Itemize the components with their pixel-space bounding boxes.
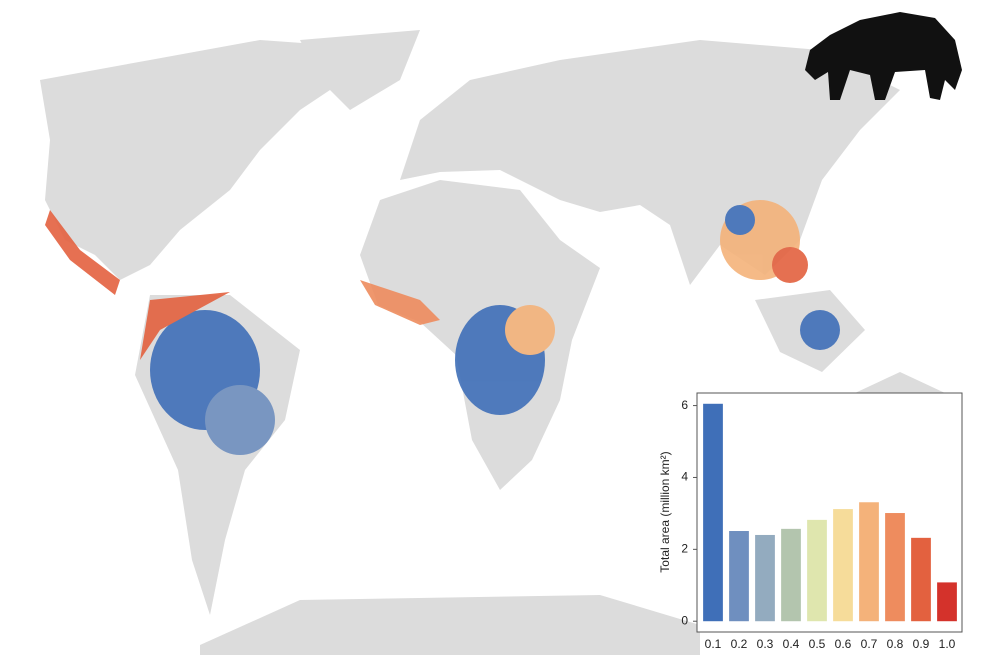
x-tick-label: 0.7 (861, 637, 878, 651)
bar (911, 537, 931, 622)
habitat-blob (800, 310, 840, 350)
x-tick-label: 0.3 (757, 637, 774, 651)
y-tick-label: 6 (681, 398, 688, 412)
bar (885, 513, 905, 622)
habitat-blob (725, 205, 755, 235)
habitat-blob (45, 210, 120, 295)
x-tick-label: 0.9 (913, 637, 930, 651)
x-tick-label: 0.1 (705, 637, 722, 651)
bar (729, 531, 749, 622)
habitat-blob (772, 247, 808, 283)
bar (755, 534, 775, 622)
bar (807, 519, 827, 622)
bar (703, 403, 723, 622)
antarctica (200, 595, 700, 655)
bar (833, 509, 853, 622)
y-axis-label: Total area (million km²) (658, 451, 672, 572)
x-tick-label: 0.5 (809, 637, 826, 651)
world-map (40, 30, 960, 655)
north-america (40, 40, 360, 280)
bar (781, 528, 801, 622)
y-tick-label: 4 (681, 470, 688, 484)
x-tick-label: 0.2 (731, 637, 748, 651)
greenland (300, 30, 420, 110)
x-tick-label: 0.6 (835, 637, 852, 651)
tapir-silhouette (805, 12, 962, 100)
habitat-blob (360, 280, 440, 325)
x-tick-label: 0.4 (783, 637, 800, 651)
y-tick-label: 2 (681, 542, 688, 556)
habitat-overlay (45, 200, 840, 455)
habitat-blob (205, 385, 275, 455)
x-tick-label: 1.0 (939, 637, 956, 651)
y-tick-label: 0 (681, 613, 688, 627)
bar (859, 502, 879, 622)
habitat-blob (140, 292, 230, 360)
bar (937, 582, 957, 622)
x-tick-label: 0.8 (887, 637, 904, 651)
habitat-blob (505, 305, 555, 355)
